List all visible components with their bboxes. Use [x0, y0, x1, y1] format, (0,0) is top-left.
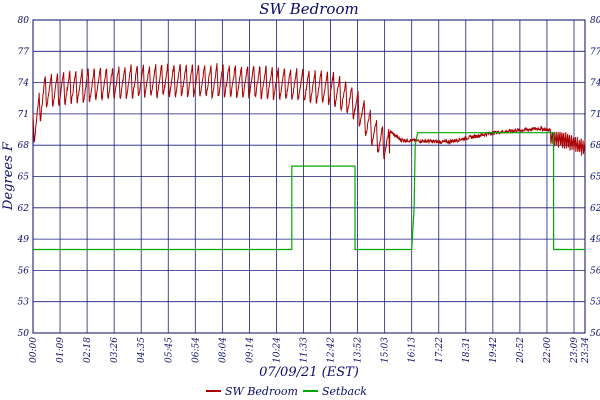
x-tick-label: 02:18 — [83, 337, 93, 363]
x-tick-label: 00:00 — [29, 337, 39, 363]
y-tick-label-left: 53 — [18, 298, 30, 308]
y-tick-label-right: 62 — [590, 204, 600, 214]
y-tick-label-left: 74 — [18, 79, 30, 89]
y-tick-label-left: 50 — [18, 329, 30, 339]
chart-title: SW Bedroom — [259, 0, 358, 18]
x-tick-label: 09:14 — [245, 337, 255, 363]
y-tick-label-left: 68 — [18, 141, 30, 151]
x-tick-label: 12:42 — [327, 337, 337, 363]
y-tick-label-left: 56 — [18, 266, 30, 276]
series-line-sw-bedroom — [32, 63, 586, 160]
legend-label-setback: Setback — [322, 385, 367, 398]
legend-label-sw-bedroom: SW Bedroom — [225, 385, 298, 398]
x-tick-label: 10:24 — [272, 337, 282, 363]
x-tick-label: 17:22 — [435, 337, 445, 363]
y-tick-label-right: 80 — [590, 16, 600, 26]
y-axis-title: Degrees F — [1, 141, 16, 211]
series-layer — [32, 63, 586, 251]
x-tick-label: 06:54 — [191, 337, 201, 363]
x-tick-label: 20:52 — [516, 337, 526, 364]
x-tick-label: 18:31 — [462, 337, 472, 363]
x-tick-labels: 00:00 01:09 02:18 03:26 04:35 05:45 06:54 08:04… — [29, 337, 591, 364]
y-tick-label-left: 62 — [18, 204, 30, 214]
series-line-setback — [33, 132, 585, 251]
y-tick-label-right: 56 — [590, 266, 600, 276]
y-tick-label-left: 80 — [18, 16, 30, 26]
x-tick-label: 22:00 — [543, 337, 553, 364]
x-tick-label: 08:04 — [218, 337, 228, 363]
y-tick-label-left: 77 — [18, 47, 30, 57]
y-tick-label-right: 71 — [590, 110, 600, 120]
x-tick-label: 11:33 — [300, 337, 310, 363]
x-tick-label: 23:09 — [570, 337, 580, 364]
y-tick-label-right: 68 — [590, 141, 600, 151]
x-tick-label: 01:09 — [56, 337, 66, 363]
y-tick-label-right: 77 — [590, 47, 600, 57]
y-tick-labels-left: 50 53 56 49 62 65 68 71 74 77 80 — [17, 16, 30, 339]
x-tick-label: 04:35 — [137, 337, 147, 363]
y-tick-label-left: 49 — [17, 235, 30, 245]
legend: SW Bedroom Setback — [206, 385, 367, 398]
x-tick-label: 13:52 — [354, 337, 364, 363]
x-tick-label: 03:26 — [110, 337, 120, 363]
x-tick-label: 16:13 — [408, 337, 418, 363]
y-tick-label-right: 50 — [590, 329, 600, 339]
y-tick-label-right: 49 — [589, 235, 600, 245]
y-tick-label-left: 71 — [18, 110, 29, 120]
y-tick-label-left: 65 — [18, 173, 30, 183]
x-axis-title: 07/09/21 (EST) — [259, 365, 359, 380]
x-tick-label: 23:34 — [581, 337, 591, 364]
y-tick-label-right: 74 — [590, 79, 600, 89]
x-tick-label: 15:03 — [381, 337, 391, 363]
x-tick-label: 19:42 — [489, 337, 499, 363]
y-tick-label-right: 53 — [590, 298, 600, 308]
x-tick-label: 05:45 — [164, 337, 174, 363]
y-tick-label-right: 65 — [590, 173, 600, 183]
y-tick-labels-right: 50 53 56 49 62 65 68 71 74 77 80 — [589, 16, 600, 339]
